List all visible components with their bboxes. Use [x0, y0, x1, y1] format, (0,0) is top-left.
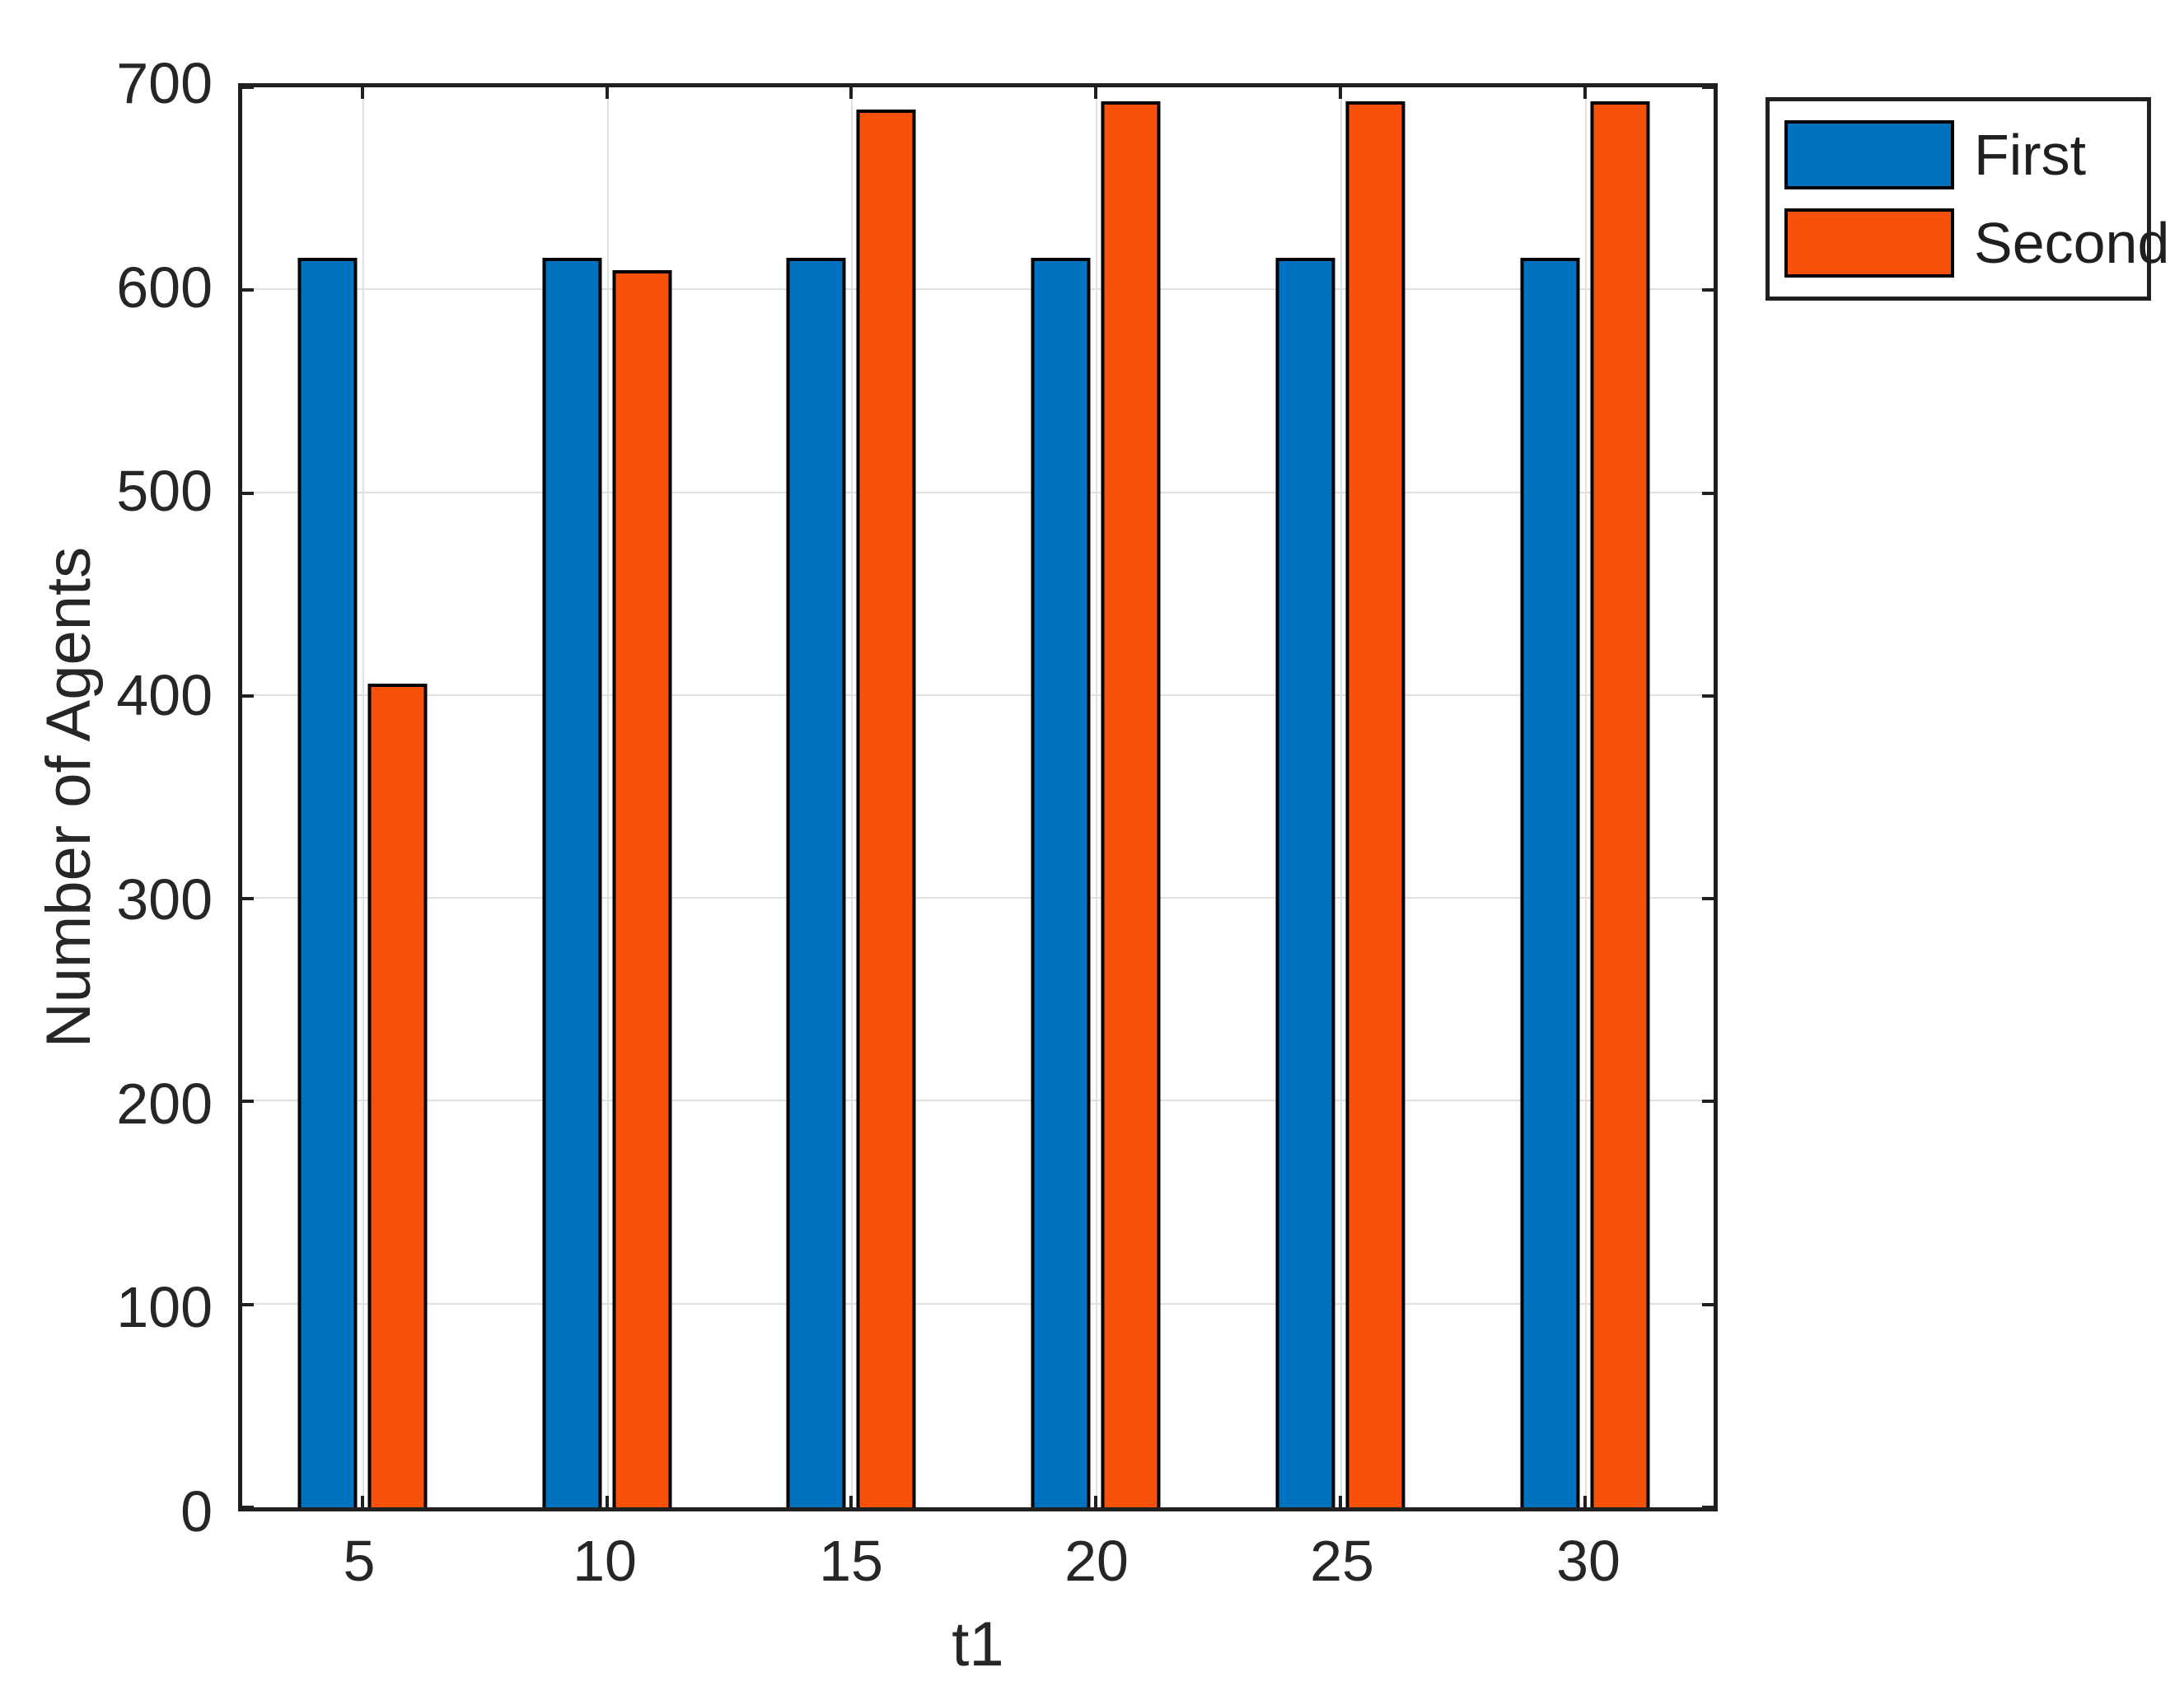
bar-first — [1520, 257, 1580, 1507]
bar-first — [297, 257, 358, 1507]
y-tick-mark — [242, 1506, 254, 1509]
y-tick-mark — [242, 1302, 254, 1306]
y-tick-mark — [242, 897, 254, 901]
y-gridline — [242, 1100, 1714, 1102]
legend-item-second: Second — [1784, 208, 2169, 278]
bar-first — [542, 257, 602, 1507]
plot-area — [238, 83, 1718, 1511]
y-gridline — [242, 288, 1714, 291]
bar-second — [612, 269, 672, 1507]
y-tick-label: 300 — [116, 867, 213, 932]
bar-second — [1590, 101, 1650, 1507]
legend-swatch-first — [1784, 120, 1954, 189]
bar-group — [1520, 87, 1650, 1507]
bar-second — [367, 684, 428, 1507]
bar-first — [1031, 257, 1091, 1507]
x-axis-title: t1 — [952, 1609, 1004, 1679]
x-tick-label: 30 — [1556, 1529, 1620, 1593]
legend-label: Second — [1974, 211, 2170, 275]
y-tick-label: 500 — [116, 459, 213, 523]
x-tick-mark — [361, 87, 365, 99]
bar-group — [1275, 87, 1405, 1507]
x-gridline — [606, 87, 609, 1507]
y-tick-mark — [1702, 491, 1714, 495]
x-tick-mark — [1583, 1496, 1587, 1507]
x-tick-mark — [1094, 87, 1098, 99]
bar-first — [1275, 257, 1335, 1507]
x-tick-mark — [1338, 1496, 1342, 1507]
x-tick-label: 15 — [819, 1529, 883, 1593]
y-tick-mark — [1702, 86, 1714, 89]
x-tick-mark — [361, 1496, 365, 1507]
y-gridline — [242, 694, 1714, 696]
y-tick-mark — [242, 694, 254, 698]
bar-first — [786, 257, 846, 1507]
x-tick-label: 10 — [573, 1529, 637, 1593]
legend-item-first: First — [1784, 120, 2147, 189]
y-tick-mark — [242, 1100, 254, 1104]
y-tick-label: 700 — [116, 51, 213, 115]
y-tick-mark — [242, 86, 254, 89]
y-tick-mark — [1702, 288, 1714, 292]
legend-label: First — [1974, 123, 2087, 187]
x-gridline — [1096, 87, 1098, 1507]
y-tick-mark — [1702, 897, 1714, 901]
y-tick-label: 600 — [116, 255, 213, 320]
y-tick-label: 100 — [116, 1275, 213, 1339]
x-tick-mark — [849, 87, 853, 99]
x-tick-mark — [605, 87, 609, 99]
x-gridline — [1584, 87, 1587, 1507]
x-tick-label: 5 — [343, 1529, 376, 1593]
legend: First Second — [1765, 97, 2169, 301]
y-tick-label: 0 — [180, 1479, 213, 1544]
bar-second — [1101, 101, 1161, 1507]
y-tick-mark — [242, 491, 254, 495]
y-tick-mark — [1702, 1302, 1714, 1306]
x-tick-mark — [1583, 87, 1587, 99]
x-tick-mark — [849, 1496, 853, 1507]
y-gridline — [242, 1302, 1714, 1305]
y-gridline — [242, 491, 1714, 493]
x-tick-label: 20 — [1064, 1529, 1129, 1593]
y-tick-mark — [1702, 1506, 1714, 1509]
y-axis-title: Number of Agents — [34, 546, 104, 1049]
x-tick-label: 25 — [1310, 1529, 1374, 1593]
x-gridline — [362, 87, 365, 1507]
x-gridline — [1340, 87, 1342, 1507]
y-tick-label: 400 — [116, 663, 213, 727]
y-tick-mark — [242, 288, 254, 292]
x-tick-mark — [605, 1496, 609, 1507]
bar-group — [1031, 87, 1161, 1507]
x-tick-mark — [1094, 1496, 1098, 1507]
bar-group — [542, 87, 672, 1507]
x-tick-mark — [1338, 87, 1342, 99]
bar-second — [1345, 101, 1405, 1507]
bar-group — [786, 87, 916, 1507]
y-tick-mark — [1702, 694, 1714, 698]
y-tick-mark — [1702, 1100, 1714, 1104]
x-gridline — [851, 87, 853, 1507]
y-gridline — [242, 897, 1714, 899]
bar-second — [856, 110, 916, 1507]
legend-swatch-second — [1784, 208, 1954, 278]
bar-group — [297, 87, 428, 1507]
y-tick-label: 200 — [116, 1072, 213, 1136]
